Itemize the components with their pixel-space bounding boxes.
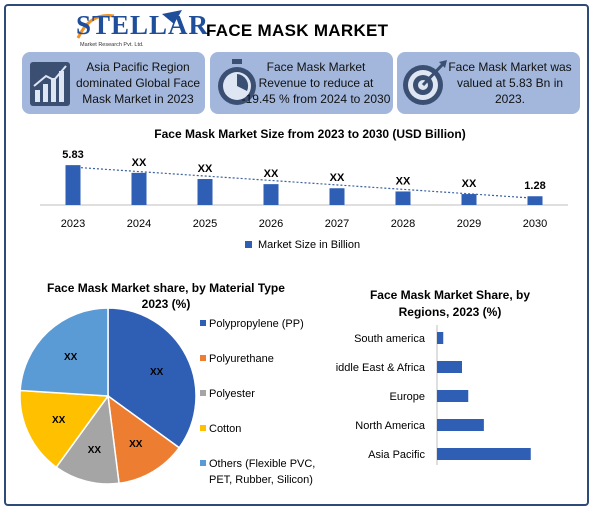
market-size-bar-chart: 5.83 2023 XX 2024 XX 2025 XX 2026 XX 2027 XX 2028 XX… [40, 149, 568, 251]
data-label-2026: XX [264, 168, 279, 180]
pie-legend-label-1-0: Polyurethane [209, 353, 274, 365]
data-label-2029: XX [462, 178, 477, 190]
pie-legend-swatch-3 [200, 425, 206, 431]
region-bar-0 [437, 332, 444, 344]
pie-slice-1 [107, 394, 181, 485]
region-chart-title-line-2: Regions, 2023 (%) [398, 305, 502, 319]
region-label-2: Europe [390, 391, 425, 403]
x-tick-label-2025: 2025 [193, 218, 217, 230]
bar-2025 [197, 179, 213, 205]
bar-2023 [65, 165, 81, 205]
pie-legend-swatch-4 [200, 460, 206, 466]
logo-word: STELLAR [76, 10, 210, 40]
pie-slice-2 [55, 394, 120, 485]
card-3-line-1: Face Mask Market was [448, 60, 572, 74]
data-label-2027: XX [330, 172, 345, 184]
legend-swatch [245, 241, 252, 248]
material-pie-title-line-2: 2023 (%) [141, 297, 191, 311]
pie-legend-label-0-0: Polypropylene (PP) [209, 318, 304, 330]
region-label-4: Asia Pacific [368, 449, 425, 461]
bar-2028 [395, 191, 411, 205]
pie-data-label-3: XX [52, 415, 66, 426]
pie-data-label-0: XX [150, 367, 164, 378]
card-2-line-3: -19.45 % from 2024 to 2030 [241, 92, 391, 106]
material-pie-title-line-1: Face Mask Market share, by Material Type [47, 281, 285, 295]
pie-legend-label-4-0: Others (Flexible PVC, [209, 458, 315, 470]
stopwatch-icon [218, 59, 256, 105]
region-label-3: North America [355, 420, 426, 432]
region-label-0: South america [354, 333, 426, 345]
card-3-line-3: 2023. [494, 92, 526, 106]
region-label-1: iddle East & Africa [336, 362, 426, 374]
target-icon [403, 60, 447, 105]
card-1-line-3: Mask Market in 2023 [82, 92, 194, 106]
data-label-2023: 5.83 [62, 149, 83, 161]
bar-2029 [461, 194, 477, 205]
x-tick-label-2027: 2027 [325, 218, 349, 230]
trendline [72, 166, 536, 199]
card-2-line-1: Face Mask Market [266, 60, 366, 74]
bar-2026 [263, 184, 279, 205]
pie-slice-0 [107, 307, 197, 449]
x-tick-label-2029: 2029 [457, 218, 481, 230]
region-bar-chart: South america iddle East & Africa Europe No… [336, 325, 531, 465]
data-label-2028: XX [396, 175, 411, 187]
card-1-line-2: dominated Global Face [75, 76, 201, 90]
market-size-chart-title: Face Mask Market Size from 2023 to 2030 … [154, 127, 466, 141]
bar-2024 [131, 172, 147, 205]
pie-slice-4 [19, 307, 109, 397]
pie-data-label-4: XX [64, 352, 78, 363]
bar-2027 [329, 188, 345, 205]
card-asia-pacific: Asia Pacific Region dominated Global Fac… [22, 52, 205, 114]
card-2-line-2: Revenue to reduce at [258, 76, 374, 90]
region-bar-1 [437, 361, 462, 373]
legend-label: Market Size in Billion [258, 239, 360, 251]
card-3-line-2: valued at 5.83 Bn in [456, 76, 564, 90]
pie-legend-label-3-0: Cotton [209, 423, 241, 435]
pie-legend-label-4-1: PET, Rubber, Silicon) [209, 474, 313, 486]
x-tick-label-2026: 2026 [259, 218, 283, 230]
stellar-logo: STELLAR Market Research Pvt. Ltd. [70, 8, 208, 52]
logo-subtitle: Market Research Pvt. Ltd. [80, 42, 144, 48]
pie-legend-swatch-2 [200, 390, 206, 396]
data-label-2024: XX [132, 157, 147, 169]
region-bar-3 [437, 419, 484, 431]
x-tick-label-2024: 2024 [127, 218, 151, 230]
pie-legend-swatch-0 [200, 320, 206, 326]
material-pie-title: Face Mask Market share, by Material Type… [20, 280, 312, 312]
x-tick-label-2030: 2030 [523, 218, 547, 230]
data-label-2030: 1.28 [524, 180, 545, 192]
card-market-value: Face Mask Market was valued at 5.83 Bn i… [397, 52, 580, 114]
page-title: FACE MASK MARKET [206, 21, 389, 40]
region-chart-title: Face Mask Market Share, by Regions, 2023… [330, 287, 570, 321]
x-tick-label-2023: 2023 [61, 218, 85, 230]
x-tick-label-2028: 2028 [391, 218, 415, 230]
region-bar-2 [437, 390, 469, 402]
data-label-2025: XX [198, 163, 213, 175]
bar-chart-icon [30, 62, 70, 106]
material-pie-chart: XX XX XX XX XX Polypropylene (PP) Polyurethane… [19, 307, 315, 486]
pie-data-label-2: XX [88, 445, 102, 456]
card-1-line-1: Asia Pacific Region [86, 60, 190, 74]
pie-legend-swatch-1 [200, 355, 206, 361]
infographic-frame [4, 4, 589, 506]
logo-swoosh-icon [76, 10, 182, 39]
pie-legend-label-2-0: Polyester [209, 388, 255, 400]
region-bar-4 [437, 448, 531, 460]
region-chart-title-line-1: Face Mask Market Share, by [369, 288, 531, 302]
pie-data-label-1: XX [129, 439, 143, 450]
bar-2030 [527, 196, 543, 205]
pie-slice-3 [19, 389, 110, 469]
card-revenue-cagr: Face Mask Market Revenue to reduce at -1… [210, 52, 393, 114]
